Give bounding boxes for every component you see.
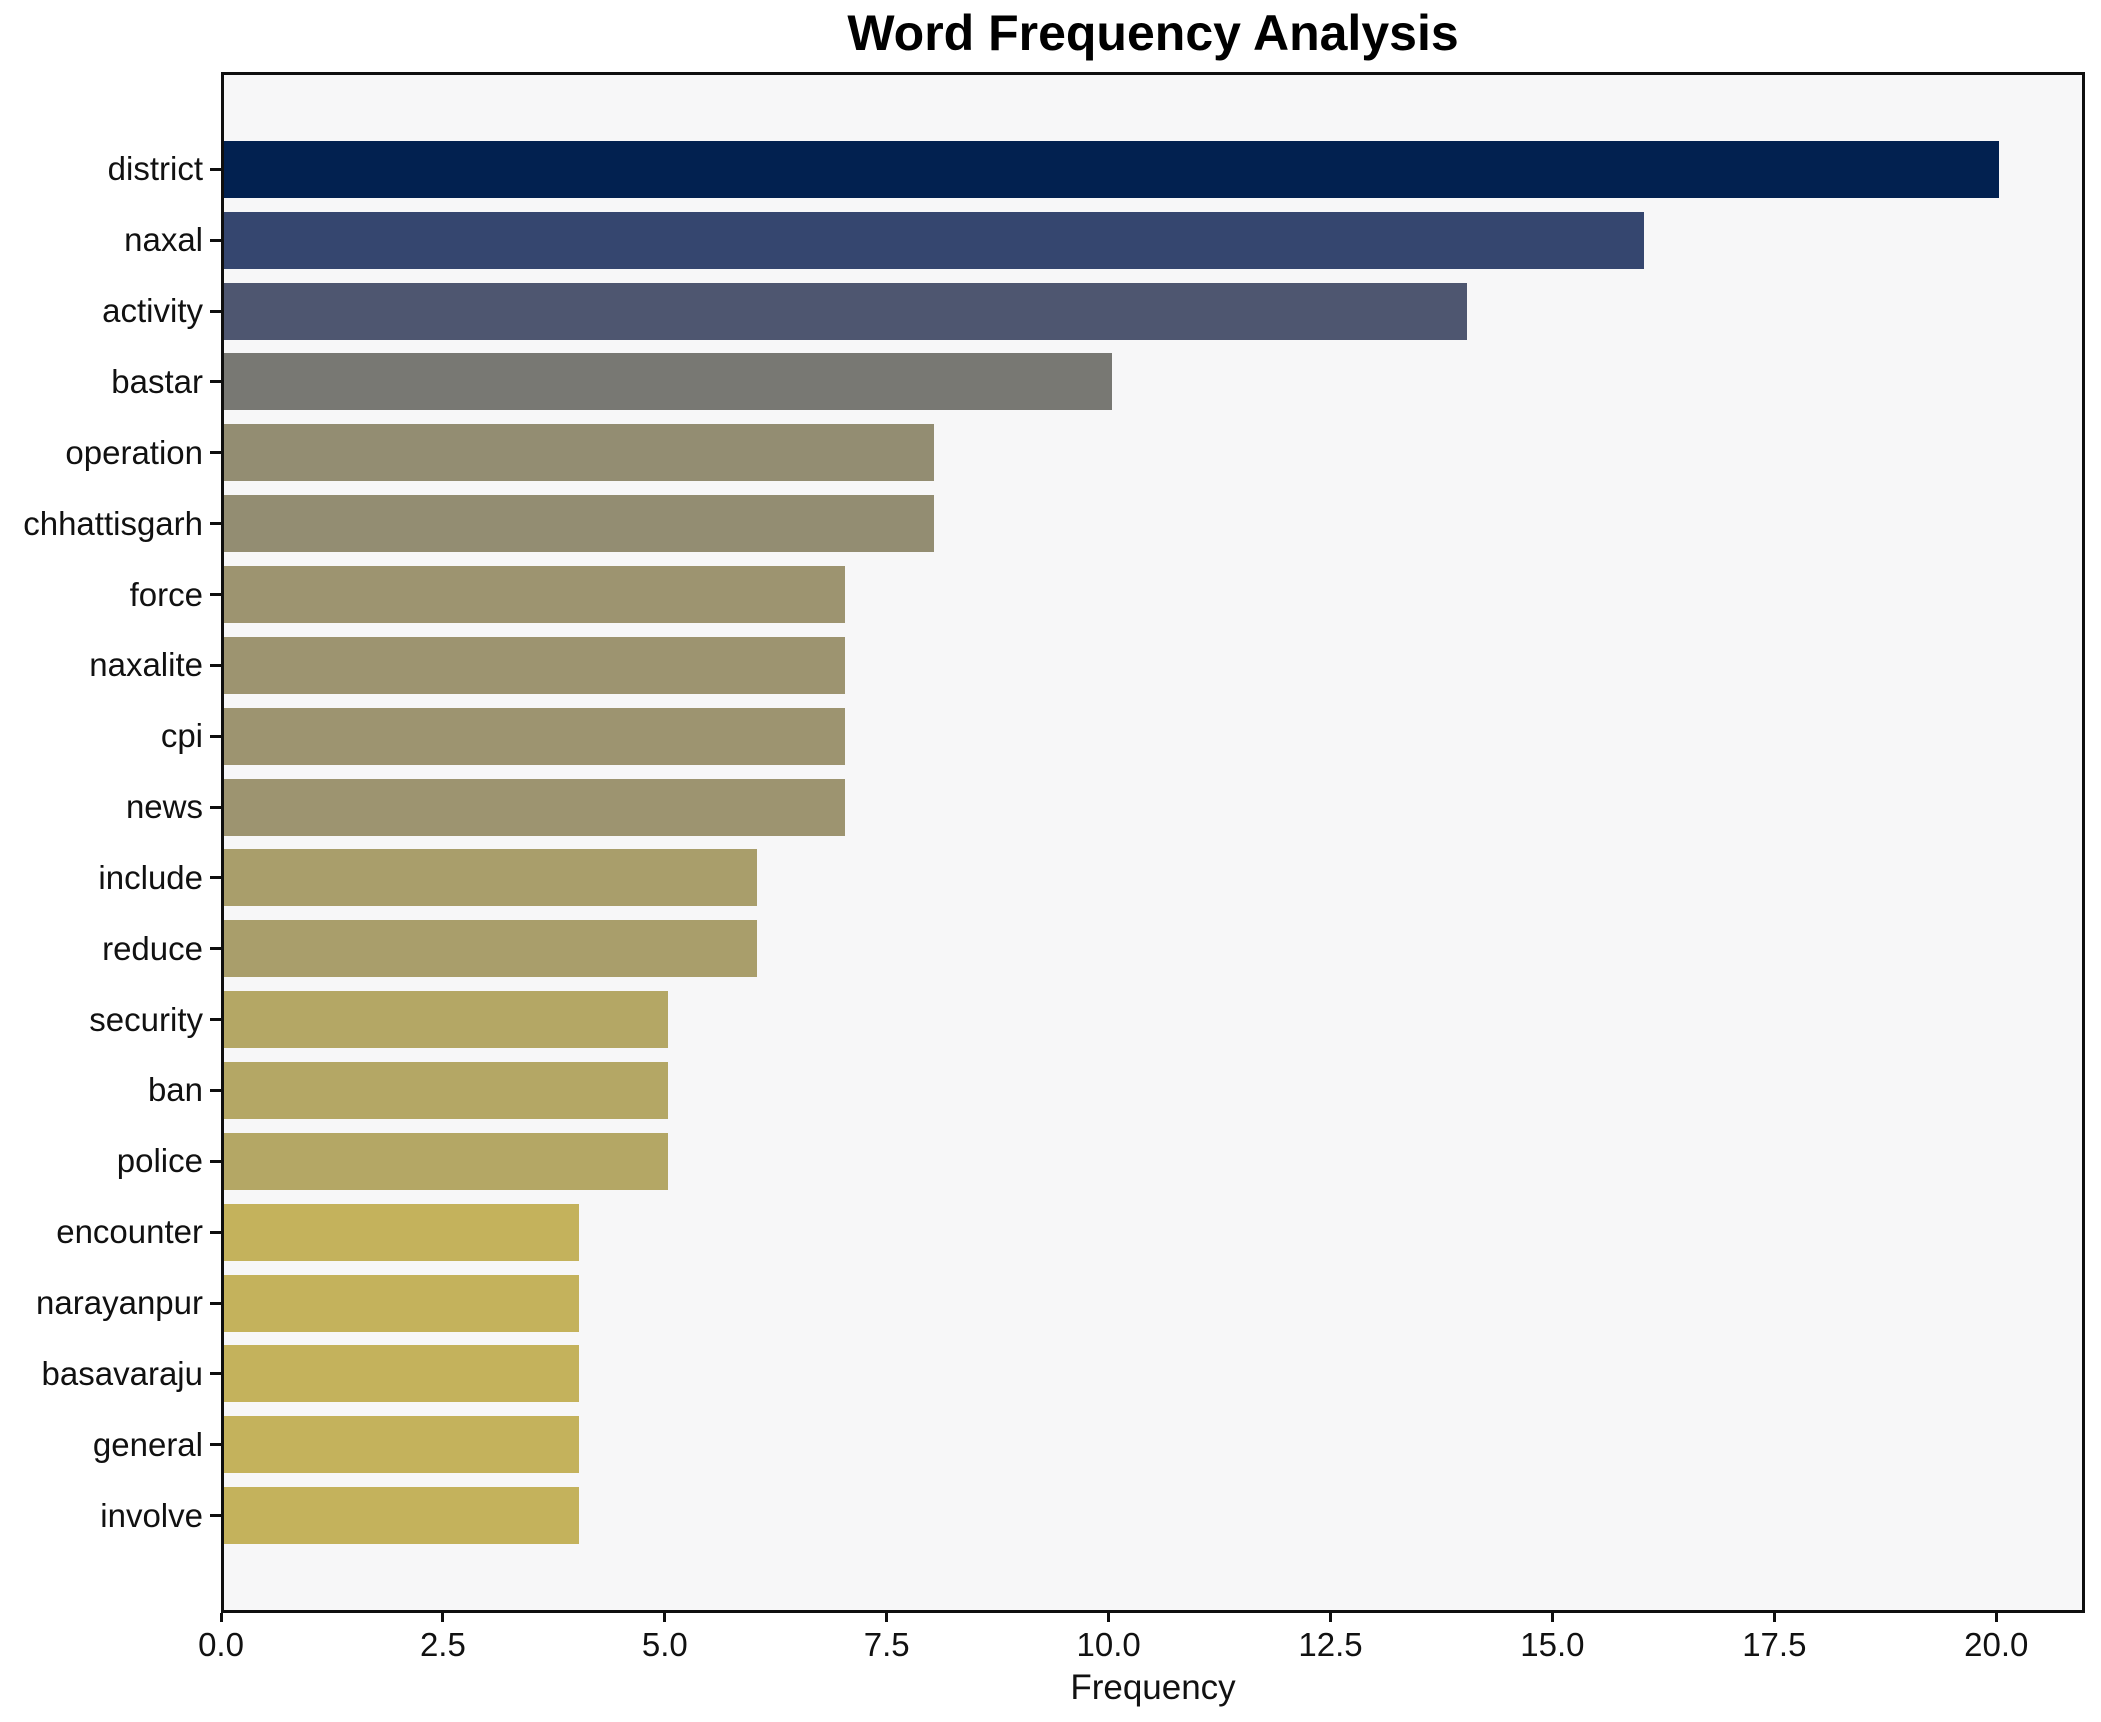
y-tick-mark: [210, 1301, 221, 1305]
bar-chhattisgarh: [224, 495, 935, 553]
bar-activity: [224, 282, 1467, 340]
y-tick-label-operation: operation: [65, 433, 203, 471]
y-tick-label-reduce: reduce: [102, 929, 203, 967]
x-tick-mark: [1329, 1613, 1333, 1622]
chart-title: Word Frequency Analysis: [847, 5, 1459, 61]
bar-bastar: [224, 353, 1112, 411]
y-tick-label-force: force: [129, 575, 203, 613]
y-tick-mark: [210, 663, 221, 667]
x-tick-label-7.5: 7.5: [863, 1626, 910, 1663]
y-tick-label-chhattisgarh: chhattisgarh: [23, 504, 203, 542]
bar-district: [224, 140, 2000, 198]
y-tick-mark: [210, 522, 221, 526]
bar-ban: [224, 1061, 668, 1119]
x-tick-label-15.0: 15.0: [1520, 1626, 1585, 1663]
x-tick-label-5.0: 5.0: [641, 1626, 688, 1663]
x-tick-mark: [1772, 1613, 1776, 1622]
y-tick-label-general: general: [92, 1425, 203, 1463]
x-tick-mark: [441, 1613, 445, 1622]
y-tick-label-cpi: cpi: [160, 717, 203, 755]
y-tick-mark: [210, 1372, 221, 1376]
x-tick-label-2.5: 2.5: [419, 1626, 466, 1663]
y-tick-mark: [210, 876, 221, 880]
y-tick-label-police: police: [116, 1142, 203, 1180]
bar-general: [224, 1416, 580, 1474]
y-tick-mark: [210, 1230, 221, 1234]
y-tick-label-encounter: encounter: [56, 1213, 203, 1251]
y-tick-mark: [210, 1018, 221, 1022]
x-tick-mark: [1550, 1613, 1554, 1622]
y-tick-label-activity: activity: [102, 292, 203, 330]
y-tick-label-include: include: [98, 858, 203, 896]
y-tick-mark: [210, 734, 221, 738]
y-tick-mark: [210, 167, 221, 171]
bar-police: [224, 1132, 668, 1190]
y-tick-mark: [210, 309, 221, 313]
y-tick-label-narayanpur: narayanpur: [36, 1284, 203, 1322]
plot-area: [221, 72, 2085, 1613]
x-tick-label-20.0: 20.0: [1964, 1626, 2029, 1663]
bar-news: [224, 778, 846, 836]
y-tick-label-news: news: [125, 788, 203, 826]
bar-include: [224, 849, 757, 907]
y-tick-mark: [210, 380, 221, 384]
bar-reduce: [224, 920, 757, 978]
bar-naxalite: [224, 636, 846, 694]
x-tick-mark: [663, 1613, 667, 1622]
x-tick-label-12.5: 12.5: [1298, 1626, 1363, 1663]
y-tick-mark: [210, 805, 221, 809]
bar-operation: [224, 424, 935, 482]
y-tick-mark: [210, 1443, 221, 1447]
x-tick-label-0.0: 0.0: [198, 1626, 244, 1663]
bar-narayanpur: [224, 1274, 580, 1332]
y-tick-mark: [210, 1088, 221, 1092]
y-tick-mark: [210, 593, 221, 597]
bar-involve: [224, 1487, 580, 1545]
y-tick-mark: [210, 451, 221, 455]
y-tick-mark: [210, 1159, 221, 1163]
y-tick-label-security: security: [89, 1000, 203, 1038]
y-tick-label-naxalite: naxalite: [89, 646, 203, 684]
y-tick-label-basavaraju: basavaraju: [41, 1354, 203, 1392]
y-tick-label-district: district: [107, 150, 203, 188]
x-axis-label: Frequency: [1070, 1668, 1236, 1707]
y-tick-label-bastar: bastar: [111, 362, 203, 400]
x-tick-label-10.0: 10.0: [1076, 1626, 1141, 1663]
x-tick-mark: [1994, 1613, 1998, 1622]
y-tick-mark: [210, 947, 221, 951]
y-tick-label-ban: ban: [147, 1071, 203, 1109]
y-tick-mark: [210, 1514, 221, 1518]
bar-naxal: [224, 211, 1645, 269]
x-tick-label-17.5: 17.5: [1742, 1626, 1807, 1663]
bar-force: [224, 566, 846, 624]
y-tick-label-involve: involve: [100, 1496, 203, 1534]
y-tick-label-naxal: naxal: [124, 221, 203, 259]
bar-encounter: [224, 1203, 580, 1261]
x-tick-mark: [885, 1613, 889, 1622]
x-tick-mark: [1107, 1613, 1111, 1622]
y-tick-mark: [210, 238, 221, 242]
bar-basavaraju: [224, 1345, 580, 1403]
bar-cpi: [224, 707, 846, 765]
x-tick-mark: [219, 1613, 223, 1622]
bar-security: [224, 991, 668, 1049]
